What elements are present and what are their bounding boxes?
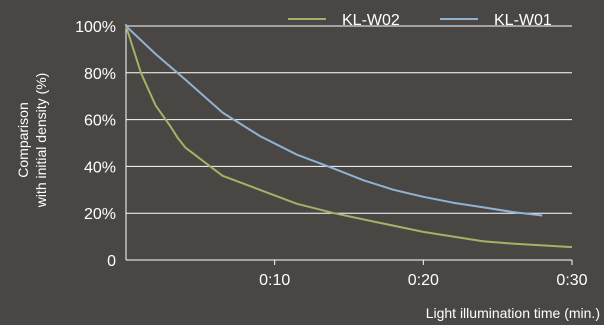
series-line-kl-w02 bbox=[125, 25, 573, 249]
series-line-kl-w01 bbox=[125, 25, 543, 217]
x-tick-label: 0:20 bbox=[408, 272, 439, 289]
x-tick-label: 0:30 bbox=[556, 272, 587, 289]
y-axis-title-line: with initial density (%) bbox=[33, 73, 49, 209]
y-tick-label: 100% bbox=[75, 19, 116, 36]
y-tick-label: 0 bbox=[107, 253, 116, 270]
y-tick-label: 20% bbox=[84, 206, 116, 223]
legend-label: KL-W02 bbox=[342, 12, 400, 29]
legend-label: KL-W01 bbox=[494, 12, 552, 29]
x-tick-label: 0:10 bbox=[259, 272, 290, 289]
x-axis-title: Light illumination time (min.) bbox=[426, 305, 600, 321]
y-tick-label: 40% bbox=[84, 159, 116, 176]
y-axis-title-line: Comparison bbox=[15, 102, 31, 177]
y-tick-label: 60% bbox=[84, 113, 116, 130]
y-tick-label: 80% bbox=[84, 66, 116, 83]
